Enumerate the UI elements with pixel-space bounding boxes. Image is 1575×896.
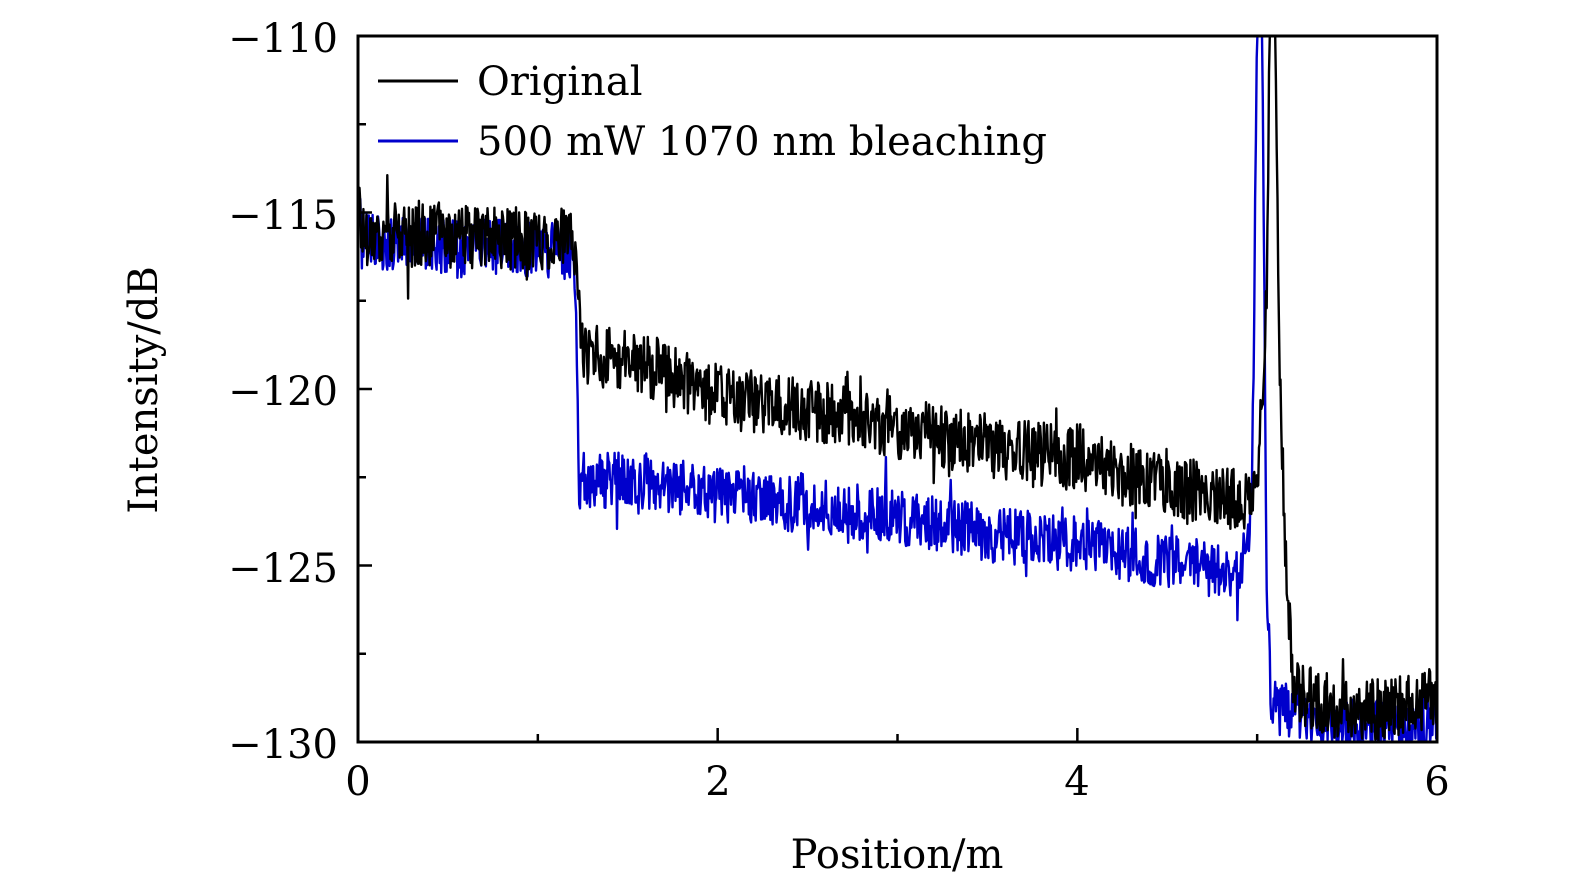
y-tick-label: −115 [228, 193, 338, 239]
x-tick-label: 0 [345, 759, 370, 805]
y-tick-label: −125 [228, 546, 338, 592]
y-axis-title: Intensity/dB [121, 266, 167, 514]
legend-label-bleaching: 500 mW 1070 nm bleaching [477, 119, 1047, 165]
x-tick-label: 6 [1424, 759, 1449, 805]
x-axis-title: Position/m [791, 832, 1004, 878]
y-tick-label: −110 [228, 16, 338, 62]
y-tick-label: −130 [228, 722, 338, 768]
series-line-original [358, 36, 1437, 742]
series-line-bleaching [358, 36, 1437, 742]
legend-label-original: Original [477, 59, 643, 105]
legend: Original 500 mW 1070 nm bleaching [378, 59, 1047, 165]
x-tick-label: 4 [1064, 759, 1089, 805]
x-tick-label: 2 [705, 759, 730, 805]
y-tick-label: −120 [228, 369, 338, 415]
series-layer [358, 36, 1437, 742]
ticks-layer [356, 34, 1439, 744]
